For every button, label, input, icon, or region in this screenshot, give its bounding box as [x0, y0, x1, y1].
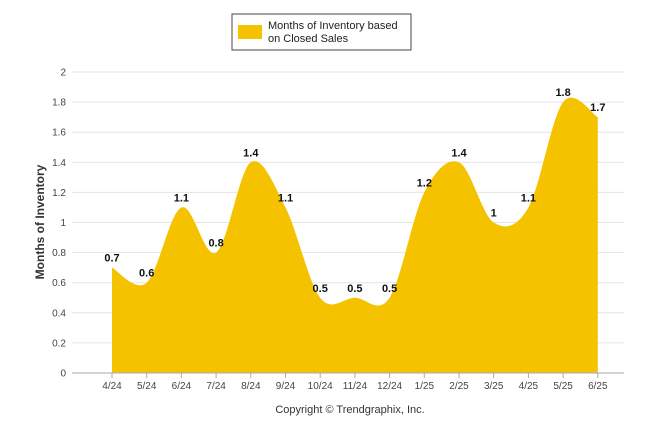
- data-label: 1: [491, 208, 497, 220]
- x-tick-label: 6/25: [588, 381, 608, 392]
- y-tick-label: 0.8: [52, 248, 66, 259]
- x-tick-label: 1/25: [415, 381, 435, 392]
- y-tick-label: 0.4: [52, 308, 66, 319]
- y-tick-label: 1.6: [52, 128, 66, 139]
- data-label: 1.2: [417, 177, 432, 189]
- data-label: 1.4: [451, 147, 467, 159]
- y-axis-ticks: 0 0.2 0.4 0.6 0.8 1 1.2 1.4 1.6 1.8 2: [52, 68, 66, 380]
- x-tick-label: 12/24: [377, 381, 402, 392]
- y-axis-title: Months of Inventory: [33, 164, 47, 279]
- copyright-credit: Copyright © Trendgraphix, Inc.: [275, 404, 424, 416]
- data-label: 0.7: [104, 253, 119, 265]
- x-tick-label: 5/24: [137, 381, 157, 392]
- x-tick-label: 7/24: [206, 381, 226, 392]
- legend-swatch: [238, 25, 262, 39]
- data-label: 1.7: [590, 102, 605, 114]
- y-tick-label: 1.8: [52, 98, 66, 109]
- y-tick-label: 0: [60, 369, 66, 380]
- x-tick-label: 5/25: [553, 381, 573, 392]
- y-tick-label: 0.6: [52, 278, 66, 289]
- x-tick-label: 2/25: [449, 381, 469, 392]
- data-label: 0.6: [139, 268, 154, 280]
- data-label: 1.4: [243, 147, 259, 159]
- y-tick-label: 1.2: [52, 188, 66, 199]
- x-tick-label: 8/24: [241, 381, 261, 392]
- x-tick-label: 9/24: [276, 381, 296, 392]
- series-area: [112, 97, 598, 374]
- data-label: 1.1: [521, 192, 536, 204]
- y-tick-label: 1.4: [52, 158, 66, 169]
- x-tick-label: 11/24: [343, 381, 368, 392]
- months-of-inventory-area: [112, 97, 598, 374]
- x-tick-label: 6/24: [172, 381, 192, 392]
- data-label: 1.1: [174, 192, 189, 204]
- data-labels: 0.7 0.6 1.1 0.8 1.4 1.1 0.5 0.5 0.5 1.2 1.4 1 1.1 1.8…: [104, 87, 605, 295]
- y-tick-label: 1: [60, 218, 66, 229]
- data-label: 0.5: [347, 283, 362, 295]
- data-label: 0.5: [313, 283, 328, 295]
- legend-label-line-1: Months of Inventory based: [268, 20, 398, 32]
- x-axis-ticks: 4/24 5/24 6/24 7/24 8/24 9/24 10/24 11/24 12/24 1…: [102, 373, 608, 392]
- x-tick-label: 3/25: [484, 381, 504, 392]
- legend-label-line-2: on Closed Sales: [268, 33, 349, 45]
- x-tick-label: 4/25: [519, 381, 539, 392]
- x-tick-label: 4/24: [102, 381, 122, 392]
- data-label: 0.5: [382, 283, 397, 295]
- y-tick-label: 2: [60, 68, 66, 79]
- x-tick-label: 10/24: [308, 381, 333, 392]
- data-label: 1.1: [278, 192, 293, 204]
- legend[interactable]: Months of Inventory based on Closed Sale…: [231, 13, 412, 51]
- data-label: 0.8: [208, 238, 223, 250]
- data-label: 1.8: [555, 87, 570, 99]
- y-tick-label: 0.2: [52, 338, 66, 349]
